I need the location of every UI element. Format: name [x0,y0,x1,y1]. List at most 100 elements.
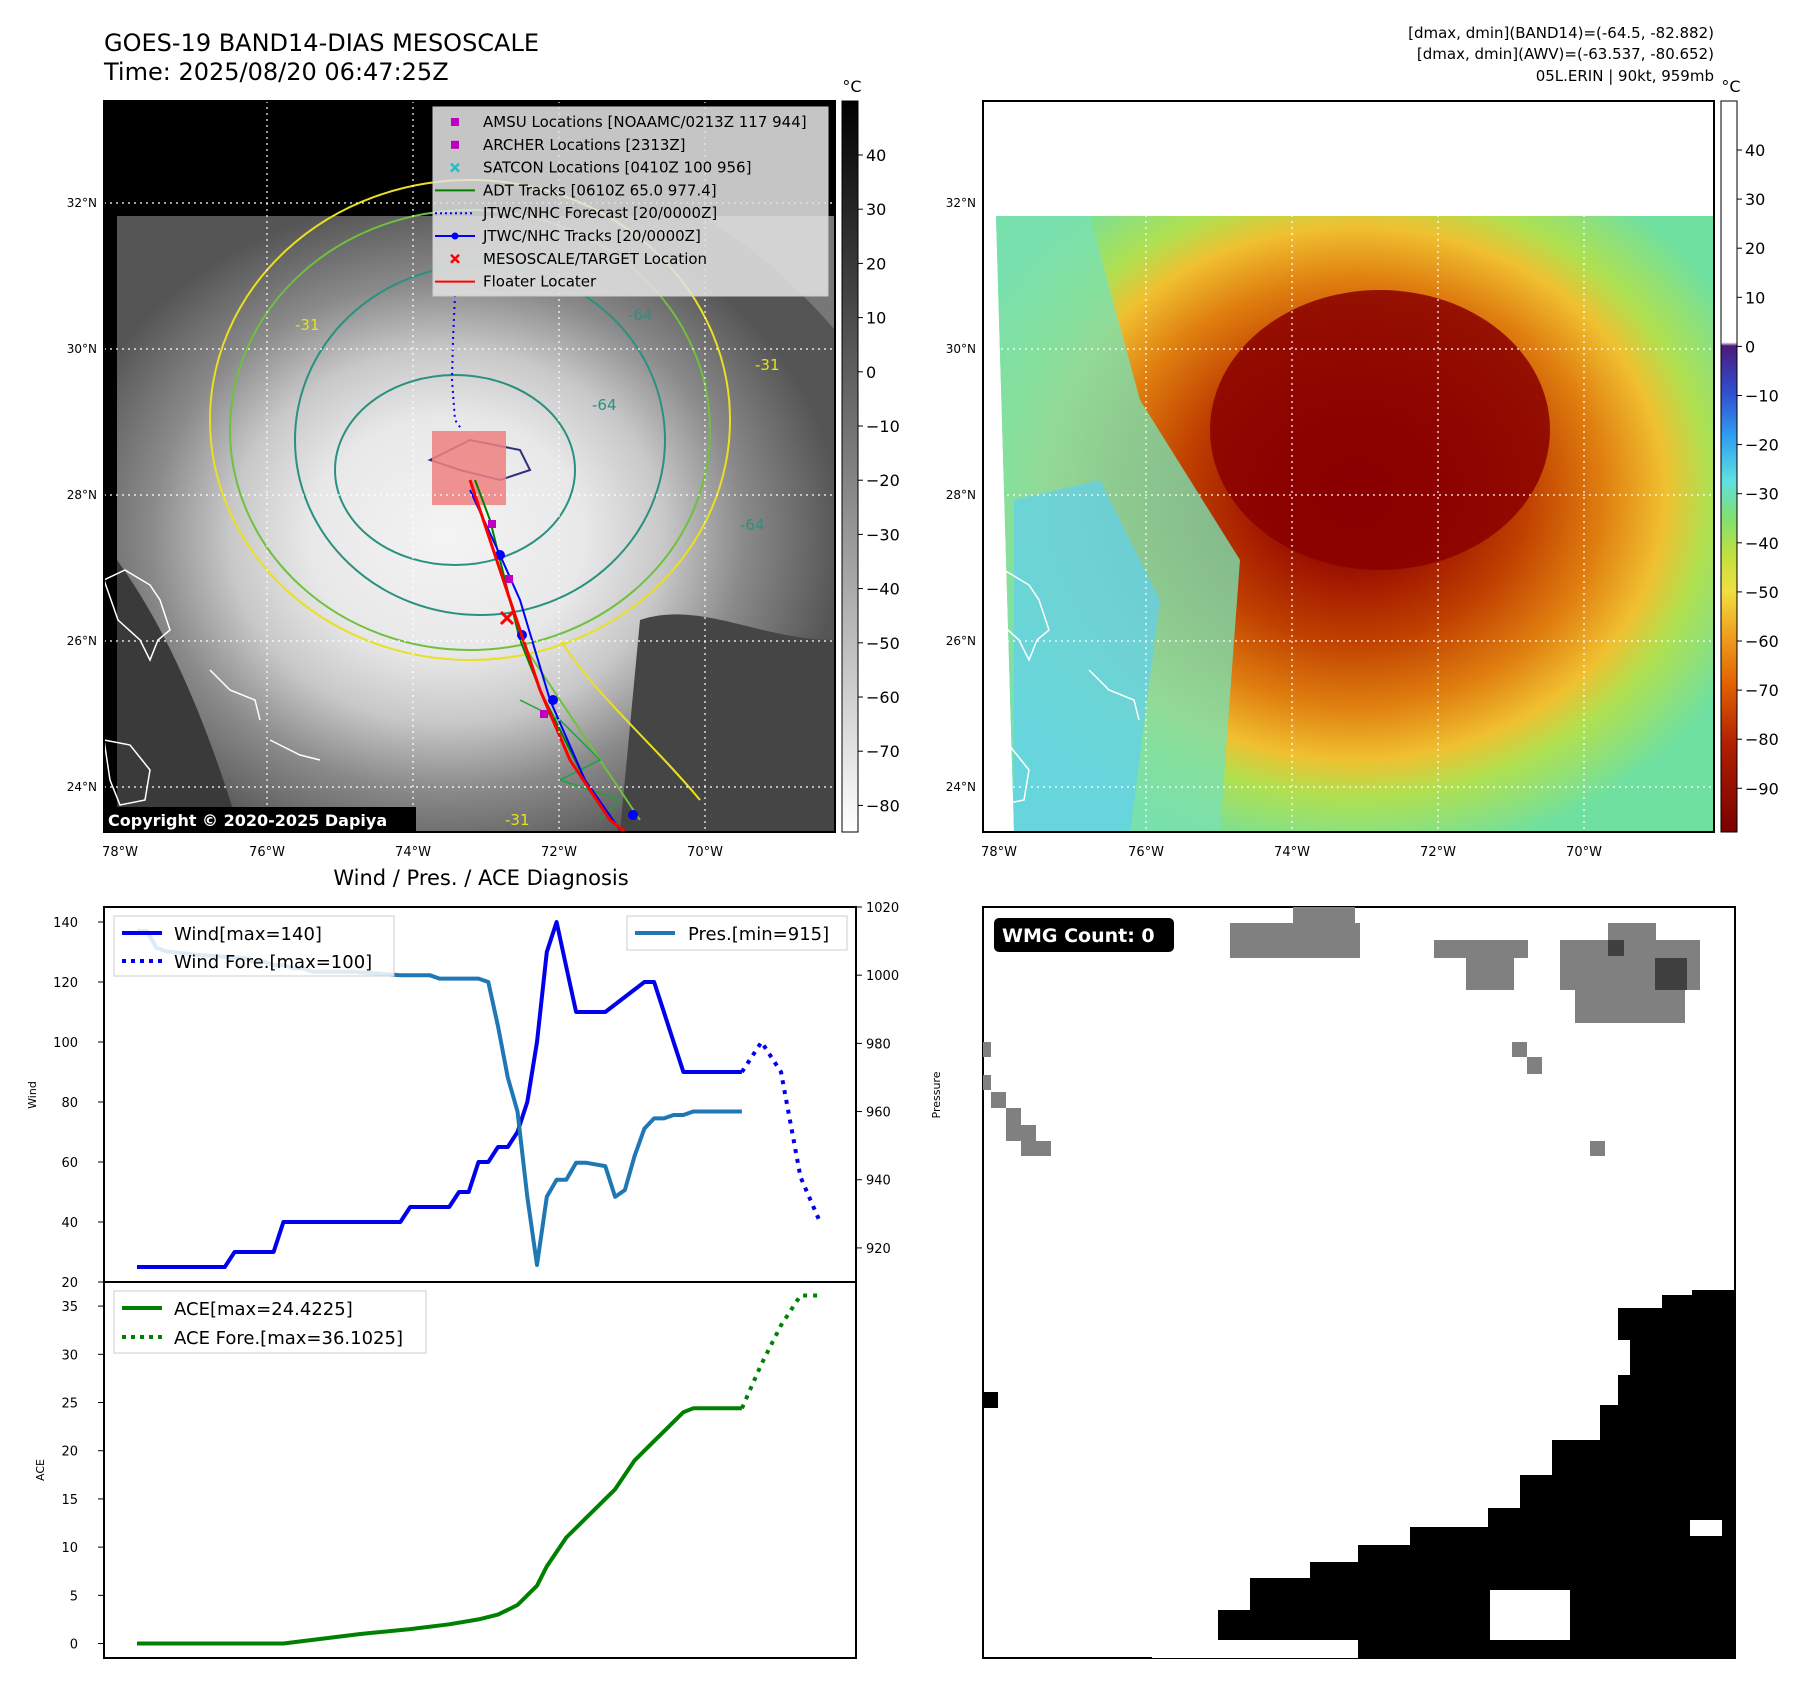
lat-tick-label: 30°N [946,342,976,356]
legend-label: ARCHER Locations [2313Z] [483,136,686,154]
colorbar-tick-label: −60 [1745,632,1779,651]
legend-marker [450,162,460,173]
stats-awv: [dmax, dmin](AWV)=(-63.537, -80.652) [1417,45,1714,63]
wmg-white-cell [1690,1520,1722,1536]
colorbar-tick-label: 30 [866,200,886,219]
colorbar-tick-label: 40 [1745,141,1765,160]
lat-tick-label: 24°N [946,780,976,794]
copyright-text: Copyright © 2020-2025 Dapiya [108,811,387,830]
awv-map-panel [982,100,1715,833]
pressure-y-tick-label: 940 [866,1174,891,1189]
ace-y-tick-label: 30 [61,1348,78,1363]
wmg-black-cell [983,1392,998,1408]
mesoscale-target-marker [499,610,515,626]
map-legend-box [432,106,829,297]
ir-clear-sky-southeast [620,614,835,832]
coastline-florida [104,569,171,662]
colorbar-tick-label: 0 [1745,337,1755,356]
colorbar-tick-label: −40 [1745,534,1779,553]
coastline-abaco [209,669,261,721]
awv-map-gridlines [983,101,1714,832]
lat-tick-label: 28°N [67,488,97,502]
colorbar-tick-label: −20 [1745,436,1779,455]
awv-core [1210,290,1550,570]
contour-yellow-band [559,639,701,801]
ace-y-tick-label: 10 [61,1541,78,1556]
contour-label: -31 [295,316,320,334]
ir-clear-sky-southwest [117,560,240,832]
colorbar-tick-label: −60 [866,688,900,707]
lon-tick-label: 72°W [541,845,577,860]
lat-tick-label: 28°N [946,488,976,502]
pressure-y-tick-label: 980 [866,1037,891,1052]
diag-title: Wind / Pres. / ACE Diagnosis [333,866,628,890]
wmg-white-cell [1490,1590,1570,1640]
wind-y-tick-label: 20 [61,1276,78,1291]
wind-pressure-chart: Wind Pressure 20 40 60 80 100 120 140 920 940 960… [26,901,943,1291]
legend-label: JTWC/NHC Forecast [20/0000Z] [482,204,717,222]
ace-y-tick-label: 20 [61,1445,78,1460]
colorbar-tick-label: −70 [866,742,900,761]
ir-map-panel: -31 -31 -64 -64 -64 -31 AMSU Locations [… [103,100,836,833]
wind-y-tick-label: 120 [53,976,78,991]
colorbar-tick-label: 10 [1745,288,1765,307]
colorbar-tick-label: −70 [1745,681,1779,700]
ace-y-tick-label: 25 [61,1397,78,1412]
wind-legend-label: Wind[max=140] [174,924,322,945]
colorbar-tick-label: −40 [866,580,900,599]
lat-tick-label: 30°N [67,342,97,356]
figure-time: Time: 2025/08/20 06:47:25Z [103,58,449,86]
wind-legend-box [113,915,395,977]
colorbar-tick-label: −80 [1745,730,1779,749]
awv-dry-slot-cyan [1014,480,1160,832]
colorbar-tick-label: 20 [866,254,886,273]
lat-tick-label: 26°N [946,634,976,648]
map-legend: AMSU Locations [NOAAMC/0213Z 117 944] ARC… [432,106,829,297]
legend-marker [451,232,459,240]
wmg-count-badge [994,918,1174,952]
lon-tick-label: 76°W [1128,845,1164,860]
lon-tick-label: 72°W [1420,845,1456,860]
wmg-count-label: WMG Count: 0 [1002,925,1155,947]
contour-labels: -31 -31 -64 -64 -64 -31 [295,306,780,829]
awv-colorbar: °C 40 30 20 10 0 −10 −20 −30 −40 −50 −60 −70 −80 −90 [1720,77,1779,833]
wind-axis-label: Wind [26,1081,39,1109]
awv-coastline-abaco [1088,669,1140,721]
pressure-y-tick-label: 1020 [866,901,899,916]
lon-tick-label: 70°W [687,845,723,860]
ace-y-tick-label: 35 [61,1300,78,1315]
pressure-y-tick-label: 920 [866,1242,891,1257]
ace-y-tick-label: 15 [61,1493,78,1508]
colorbar-tick-label: 0 [866,363,876,382]
storm-info: 05L.ERIN | 90kt, 959mb [1536,67,1714,85]
contour-label: -64 [740,516,765,534]
ir-colorbar-bar [841,100,859,833]
colorbar-tick-label: −30 [1745,485,1779,504]
floater-locater-track [468,479,626,832]
contour-label: -64 [592,396,617,414]
wind-y-tick-label: 100 [53,1036,78,1051]
colorbar-tick-label: −80 [866,796,900,815]
wind-y-tick-label: 60 [61,1156,78,1171]
contour-teal-inner [334,374,576,566]
awv-colorbar-unit: °C [1721,77,1740,96]
ace-y-tick-label: 5 [70,1589,78,1604]
legend-label: Floater Locater [483,273,597,291]
contour-label: -31 [505,811,530,829]
legend-label: AMSU Locations [NOAAMC/0213Z 117 944] [483,113,807,131]
wind-y-tick-label: 80 [61,1096,78,1111]
jtwc-track-point [495,550,505,560]
legend-label: SATCON Locations [0410Z 100 956] [483,159,751,177]
archer-point [505,575,513,583]
colorbar-tick-label: −20 [866,471,900,490]
stats-band14: [dmax, dmin](BAND14)=(-64.5, -82.882) [1408,24,1714,42]
jtwc-track-point [628,810,638,820]
ace-chart: ACE 0 5 10 15 20 25 30 35 ACE[max=24.4225] ACE … [34,1281,857,1659]
pressure-y-tick-label: 1000 [866,969,899,984]
coastline-eleuthera [269,739,321,761]
awv-coastline-florida [983,569,1050,662]
pressure-legend-label: Pres.[min=915] [688,924,829,945]
colorbar-tick-label: −90 [1745,779,1779,798]
awv-coastline-andros [983,739,1030,806]
